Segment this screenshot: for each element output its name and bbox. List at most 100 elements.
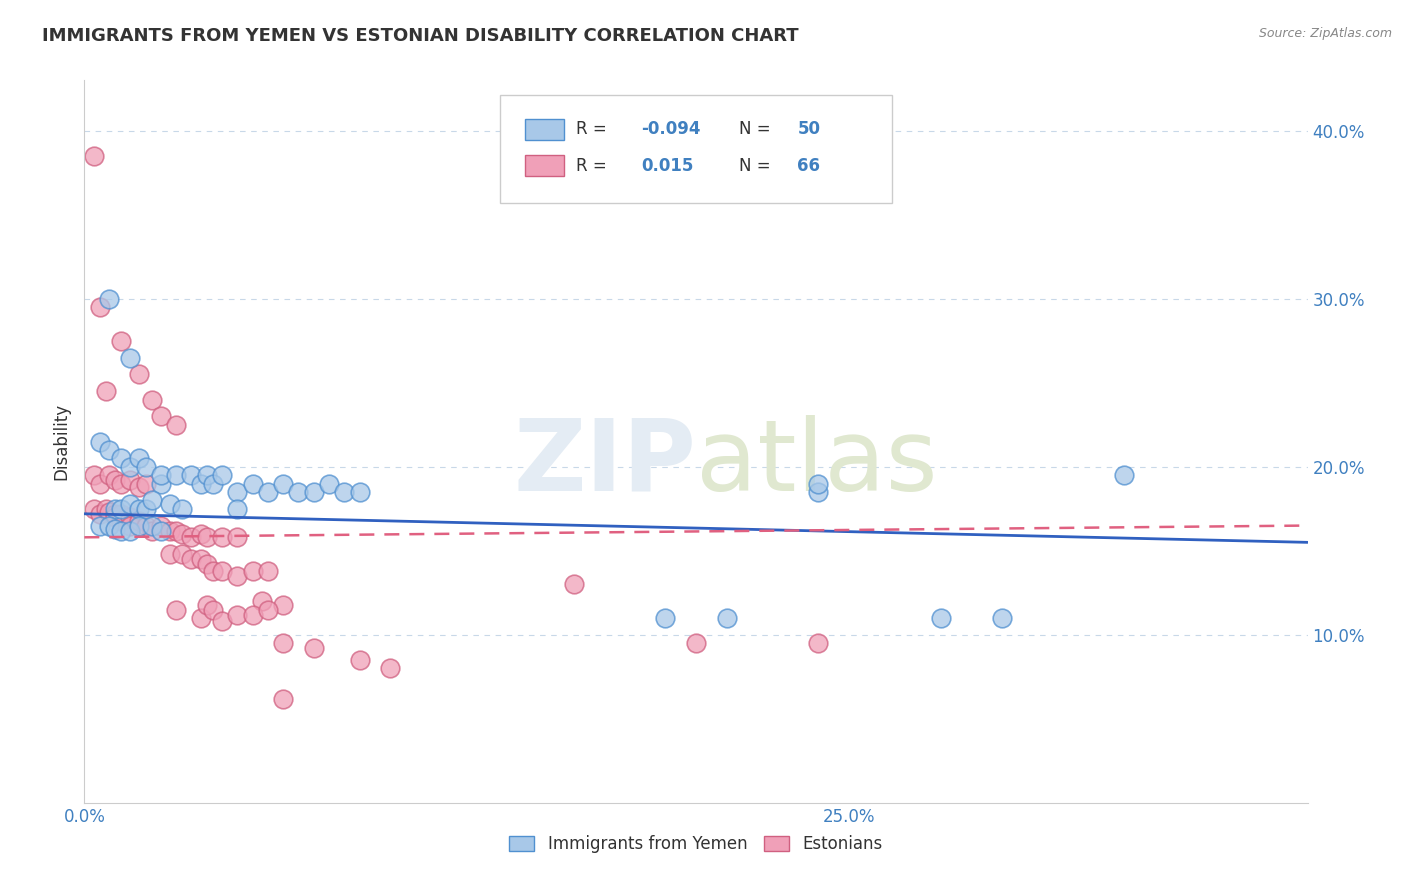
Point (110, 507, 132, 521)
Point (654, 611, 676, 625)
Point (104, 510, 127, 524)
Point (128, 480, 150, 494)
Point (165, 417, 187, 432)
Point (165, 468, 187, 483)
Point (242, 476, 264, 491)
Point (110, 476, 132, 491)
Point (128, 501, 150, 516)
Point (83, 149, 105, 163)
Point (83, 468, 105, 483)
Point (141, 518, 163, 533)
Point (120, 459, 142, 474)
Point (226, 569, 249, 583)
Point (807, 485, 830, 500)
Point (250, 594, 273, 608)
Point (110, 501, 132, 516)
Point (97, 518, 120, 533)
Point (104, 522, 127, 536)
Point (104, 501, 127, 516)
Point (97, 505, 120, 519)
Point (929, 611, 952, 625)
FancyBboxPatch shape (524, 155, 564, 176)
Point (172, 501, 194, 516)
Point (141, 493, 163, 508)
Point (226, 607, 249, 622)
Point (149, 476, 172, 491)
Point (180, 468, 202, 483)
Point (562, 577, 585, 591)
Point (89, 476, 111, 491)
Point (242, 564, 264, 578)
Point (195, 468, 218, 483)
Point (89, 434, 111, 449)
Point (97, 442, 120, 457)
Point (83, 501, 105, 516)
Point (1114, 468, 1136, 483)
Point (201, 564, 224, 578)
Text: 0.015: 0.015 (641, 156, 693, 175)
Point (135, 518, 157, 533)
Point (201, 476, 224, 491)
Point (120, 524, 142, 538)
FancyBboxPatch shape (524, 119, 564, 140)
Point (110, 514, 132, 528)
Point (149, 468, 172, 483)
Text: N =: N = (738, 156, 776, 175)
Point (110, 524, 132, 538)
Text: -0.094: -0.094 (641, 120, 700, 138)
Point (104, 507, 127, 521)
Point (141, 524, 163, 538)
Point (159, 524, 181, 538)
Point (159, 547, 181, 561)
Point (211, 564, 233, 578)
Point (302, 641, 325, 656)
FancyBboxPatch shape (501, 95, 891, 203)
Point (135, 476, 157, 491)
Point (271, 598, 294, 612)
Point (349, 653, 371, 667)
Point (89, 518, 111, 533)
Point (807, 636, 830, 650)
Text: ZIP: ZIP (513, 415, 696, 512)
Point (195, 558, 218, 572)
Point (94, 384, 117, 398)
Point (349, 485, 371, 500)
Point (195, 530, 218, 544)
Point (180, 530, 202, 544)
Point (120, 518, 142, 533)
Text: R =: R = (576, 120, 612, 138)
Point (110, 334, 132, 348)
Text: 66: 66 (797, 156, 821, 175)
Point (165, 524, 187, 538)
Point (159, 497, 181, 511)
Point (128, 451, 150, 466)
Point (991, 611, 1014, 625)
Point (257, 485, 280, 500)
Point (271, 476, 294, 491)
Point (226, 530, 249, 544)
Point (190, 527, 212, 541)
Point (135, 501, 157, 516)
Point (211, 468, 233, 483)
Point (94, 501, 117, 516)
Point (271, 636, 294, 650)
Point (807, 476, 830, 491)
Point (89, 507, 111, 521)
Point (190, 476, 212, 491)
Point (211, 530, 233, 544)
Point (180, 552, 202, 566)
Point (302, 485, 325, 500)
Point (380, 661, 402, 675)
Point (128, 518, 150, 533)
Point (141, 392, 163, 407)
Point (172, 547, 194, 561)
Text: 50: 50 (797, 120, 821, 138)
Point (104, 473, 127, 487)
Point (333, 485, 356, 500)
Text: IMMIGRANTS FROM YEMEN VS ESTONIAN DISABILITY CORRELATION CHART: IMMIGRANTS FROM YEMEN VS ESTONIAN DISABI… (42, 27, 799, 45)
Point (287, 485, 309, 500)
Legend: Immigrants from Yemen, Estonians: Immigrants from Yemen, Estonians (503, 828, 889, 860)
Point (165, 602, 187, 616)
Point (149, 409, 172, 424)
Y-axis label: Disability: Disability (52, 403, 70, 480)
